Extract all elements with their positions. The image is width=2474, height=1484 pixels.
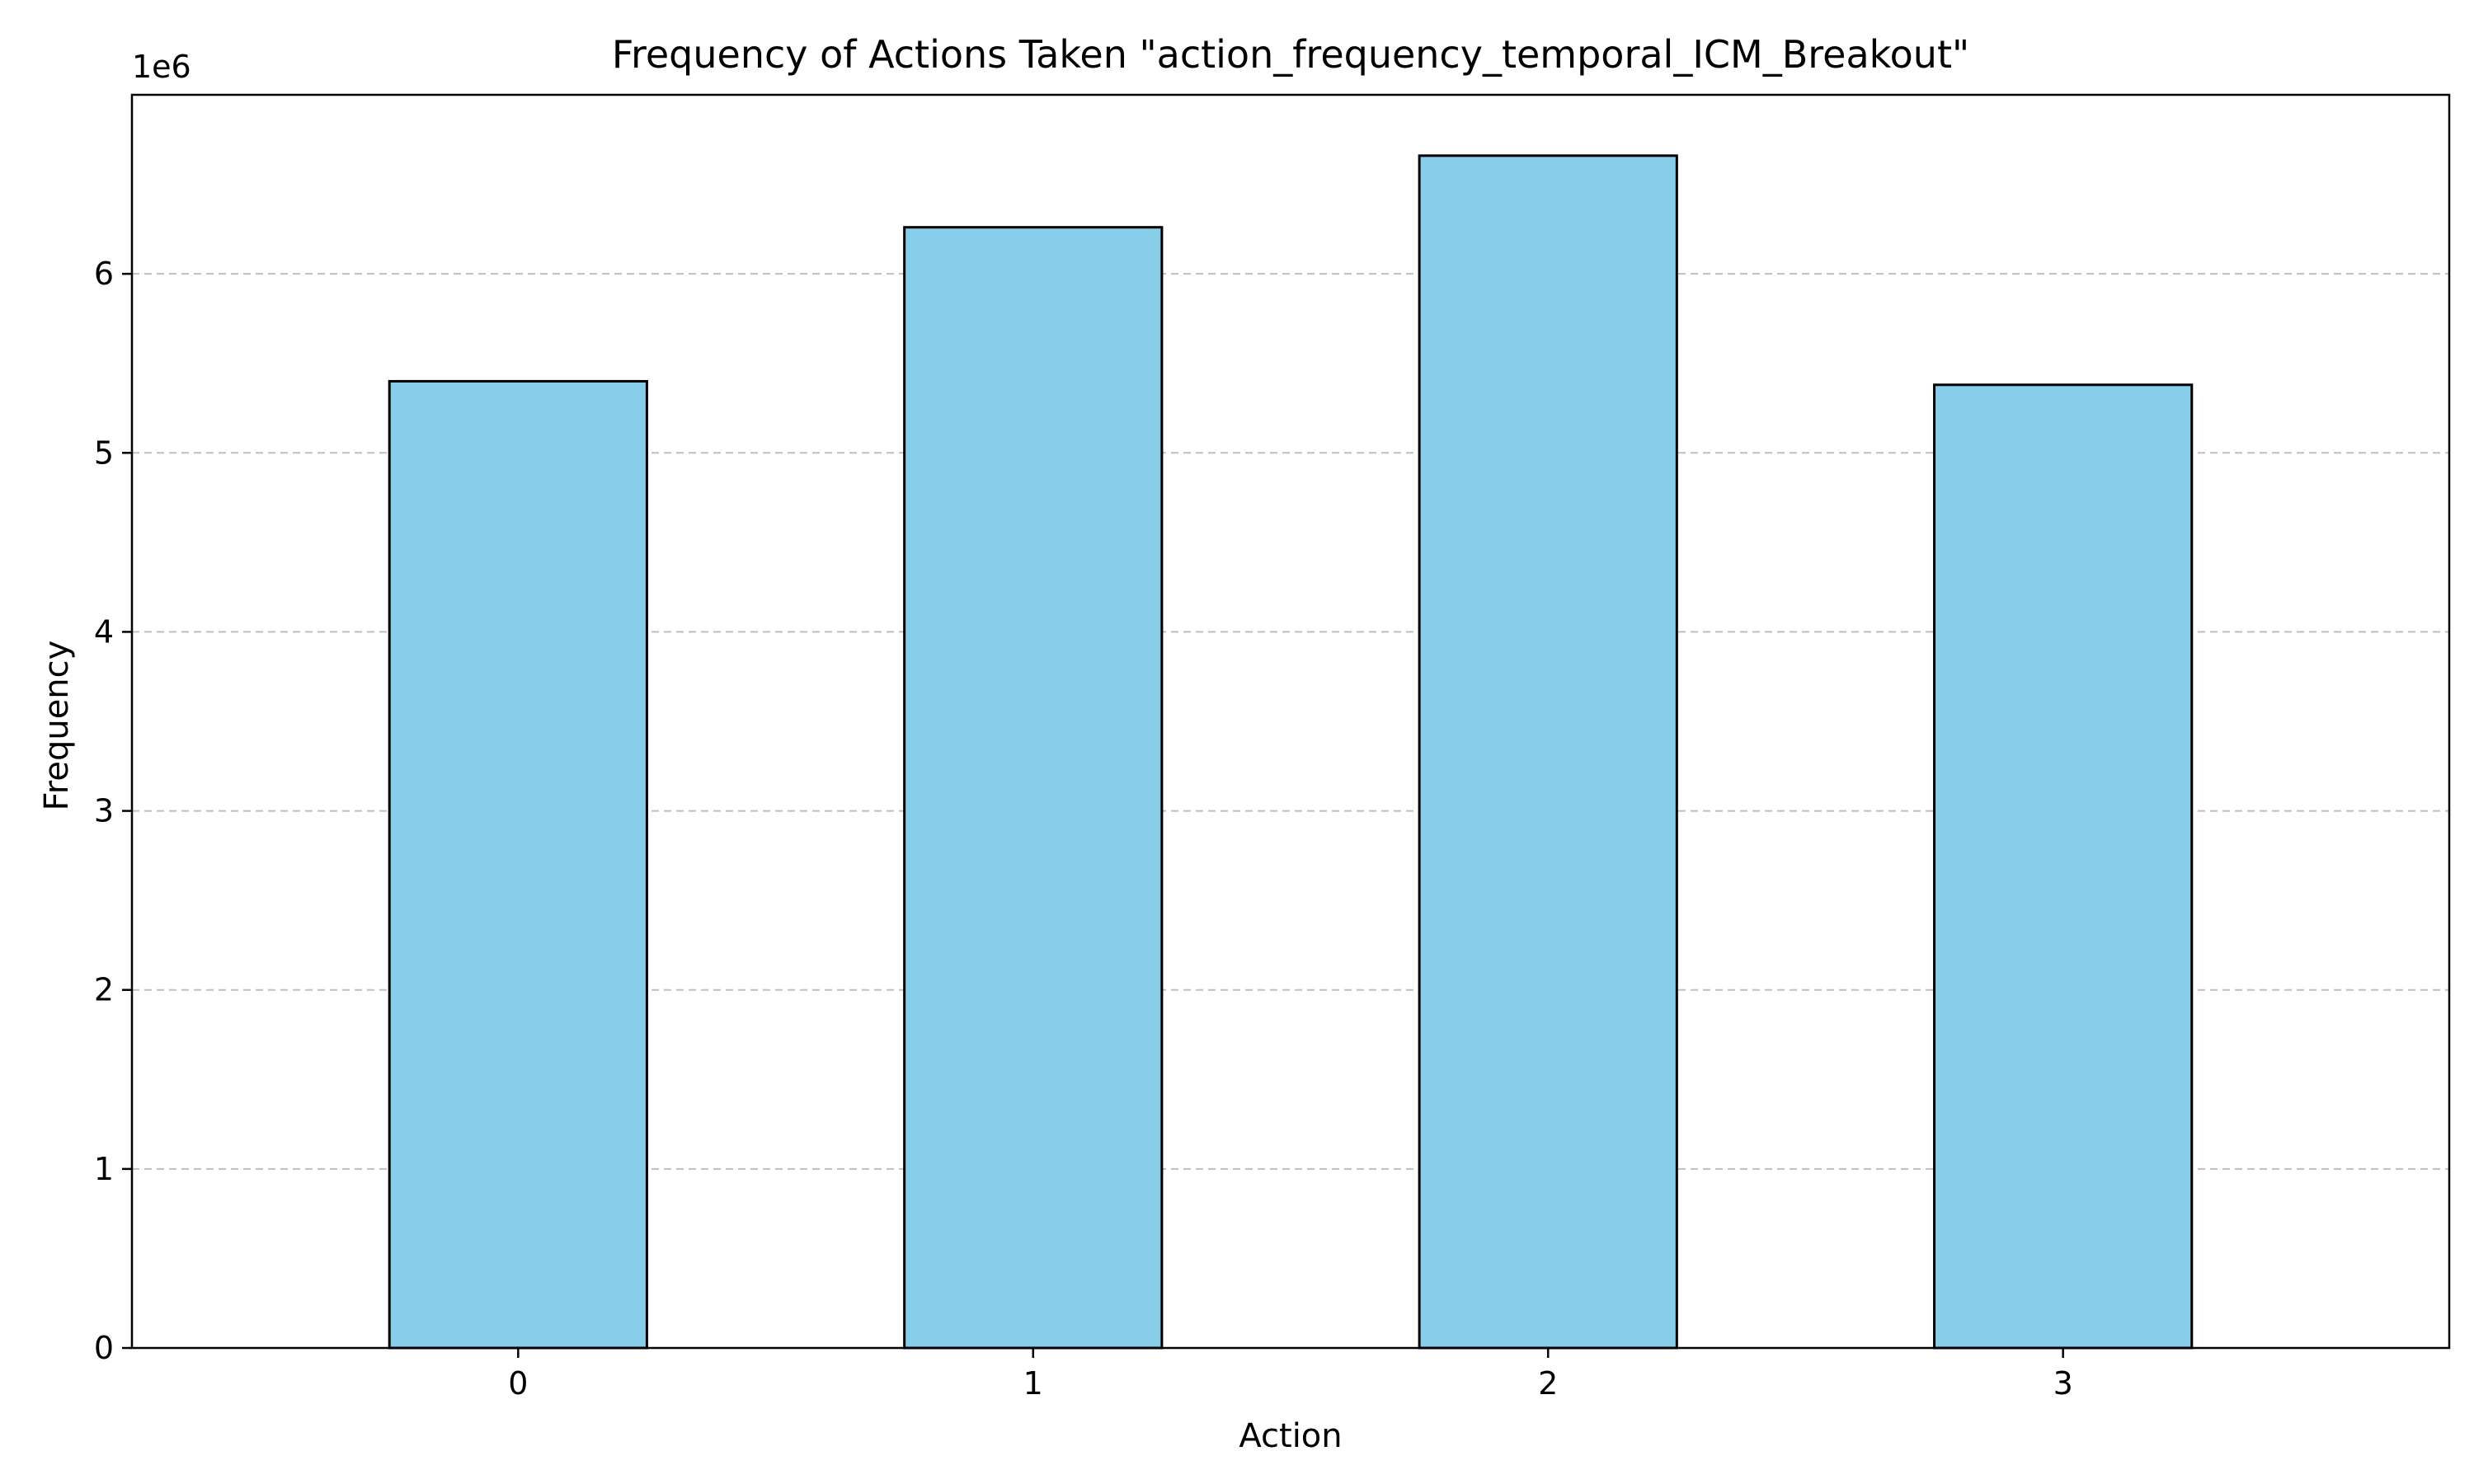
y-tick-label-3: 3 bbox=[94, 793, 114, 829]
y-tick-label-6: 6 bbox=[94, 256, 114, 292]
y-axis-offset-label: 1e6 bbox=[132, 49, 191, 85]
y-axis-label: Frequency bbox=[38, 641, 76, 811]
x-axis-ticks: 0 1 2 3 bbox=[508, 1348, 2073, 1402]
x-tick-label-2: 2 bbox=[1538, 1365, 1558, 1402]
y-tick-label-2: 2 bbox=[94, 972, 114, 1008]
y-tick-label-4: 4 bbox=[94, 613, 114, 650]
x-tick-label-3: 3 bbox=[2053, 1365, 2073, 1402]
bar-action-2 bbox=[1418, 154, 1678, 1350]
y-tick-label-5: 5 bbox=[94, 434, 114, 471]
chart-title: Frequency of Actions Taken "action_frequ… bbox=[612, 32, 1969, 77]
y-axis-ticks: 0 1 2 3 4 5 6 bbox=[94, 256, 132, 1366]
bar-action-0 bbox=[388, 379, 648, 1350]
bar-action-3 bbox=[1933, 383, 2194, 1350]
bars bbox=[388, 154, 2194, 1350]
x-tick-label-0: 0 bbox=[508, 1365, 528, 1402]
plot-frame bbox=[130, 93, 2451, 1350]
y-tick-label-1: 1 bbox=[94, 1151, 114, 1187]
y-tick-label-0: 0 bbox=[94, 1330, 114, 1366]
x-tick-label-1: 1 bbox=[1023, 1365, 1043, 1402]
x-axis-label: Action bbox=[1239, 1417, 1342, 1455]
bar-action-1 bbox=[903, 226, 1164, 1350]
